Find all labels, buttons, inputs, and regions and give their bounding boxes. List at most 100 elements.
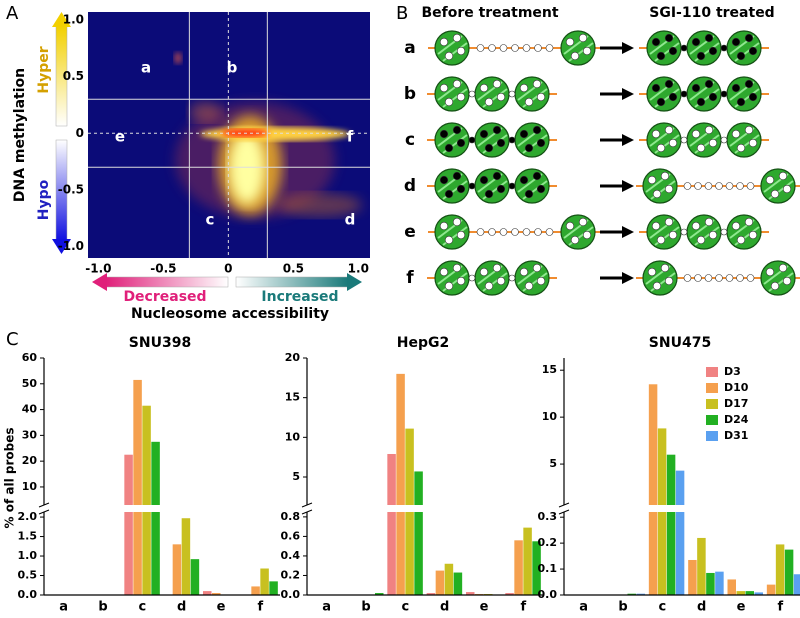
- bar: [793, 574, 800, 595]
- nucleosome: [642, 168, 678, 204]
- cpg-site: [664, 79, 674, 89]
- cpg-site: [708, 138, 718, 148]
- cpg-site: [524, 189, 534, 199]
- nucleosome: [434, 260, 470, 296]
- bar: [396, 373, 405, 595]
- density-cloud: [174, 52, 362, 218]
- y-tick-label: 10: [542, 410, 558, 423]
- linker-cpg: [720, 136, 728, 144]
- cpg-site: [744, 33, 754, 43]
- cpg-site: [778, 263, 788, 273]
- cpg-site: [536, 276, 546, 286]
- cpg-site: [582, 46, 592, 56]
- cpg-site: [748, 230, 758, 240]
- cpg-site: [696, 235, 706, 245]
- cpg-site: [704, 217, 714, 227]
- row-label: e: [404, 222, 416, 242]
- cpg-site: [565, 221, 575, 231]
- linker-cpg: [476, 44, 485, 52]
- nucleosome: [474, 122, 510, 158]
- cpg-site: [570, 235, 580, 245]
- bar: [532, 541, 541, 595]
- cpg-site: [439, 221, 449, 231]
- cpg-site: [570, 51, 580, 61]
- region-label: a: [141, 59, 151, 77]
- cpg-site: [536, 92, 546, 102]
- linker-cpg: [694, 182, 702, 190]
- linker-cpg: [545, 228, 554, 236]
- cpg-site: [565, 37, 575, 47]
- cpg-site: [444, 97, 454, 107]
- cpg-site: [668, 92, 678, 102]
- linker-cpg: [488, 228, 496, 236]
- cpg-site: [532, 125, 542, 135]
- cpg-site: [456, 138, 466, 148]
- linker-cpg: [522, 44, 531, 52]
- y-tick-label: 0.0: [18, 588, 38, 601]
- cpg-site: [782, 184, 792, 194]
- cpg-site: [668, 230, 678, 240]
- row-label: d: [404, 176, 416, 196]
- legend-swatch: [706, 367, 718, 377]
- x-tick-label: e: [480, 600, 489, 615]
- linker-cpg: [715, 182, 723, 190]
- cpg-site: [731, 221, 741, 231]
- cpg-site: [484, 281, 494, 291]
- cpg-site: [444, 51, 454, 61]
- linker-cpg: [720, 44, 728, 52]
- bar: [754, 592, 763, 595]
- cpg-site: [532, 263, 542, 273]
- y-tick-label: 5: [549, 457, 557, 470]
- y-tick-label: 0.5: [18, 569, 38, 582]
- cpg-site: [691, 83, 701, 93]
- linker-cpg: [680, 136, 688, 144]
- row-label: c: [405, 130, 415, 150]
- column-header: Before treatment: [421, 5, 558, 21]
- x-tick-label: 0: [224, 262, 232, 276]
- cpg-site: [656, 143, 666, 153]
- linker-cpg: [736, 182, 744, 190]
- arrow-label: Hyper: [36, 46, 52, 93]
- nucleosome: [726, 76, 762, 112]
- cpg-site: [731, 37, 741, 47]
- linker-cpg: [704, 182, 713, 190]
- cpg-site: [492, 263, 502, 273]
- y-tick-label: 0.5: [63, 69, 84, 83]
- y-tick-label: 2.0: [18, 510, 38, 523]
- cpg-site: [652, 281, 662, 291]
- cpg-site: [452, 125, 462, 135]
- x-tick-label: d: [697, 600, 706, 615]
- y-tick-label: 0.8: [281, 510, 301, 523]
- legend-swatch: [706, 431, 718, 441]
- bar: [697, 537, 706, 595]
- cpg-site: [736, 143, 746, 153]
- bar: [514, 540, 523, 595]
- nucleosome: [560, 30, 596, 66]
- bar: [444, 563, 454, 595]
- linker-cpg: [694, 274, 702, 282]
- y-tick-label: 0: [76, 126, 84, 140]
- arrow-head: [622, 42, 634, 54]
- cpg-site: [765, 267, 775, 277]
- cpg-site: [691, 37, 701, 47]
- y-tick-label: 50: [22, 377, 38, 390]
- nucleosome: [560, 214, 596, 250]
- cpg-site: [652, 189, 662, 199]
- cpg-site: [492, 171, 502, 181]
- bar: [745, 591, 754, 595]
- cpg-site: [456, 184, 466, 194]
- y-tick-label: -1.0: [58, 239, 84, 253]
- linker-cpg: [534, 228, 542, 236]
- y-tick-label: 20: [22, 454, 38, 467]
- legend-label: D3: [724, 365, 741, 378]
- linker-cpg: [534, 44, 542, 52]
- nucleosome: [474, 260, 510, 296]
- column-header: SGI-110 treated: [649, 5, 774, 21]
- cpg-site: [660, 263, 670, 273]
- arrow-head: [622, 226, 634, 238]
- linker-cpg: [488, 44, 496, 52]
- x-tick-label: c: [658, 600, 666, 615]
- bar: [181, 518, 191, 595]
- chart-title: SNU475: [649, 335, 711, 351]
- nucleosome: [726, 30, 762, 66]
